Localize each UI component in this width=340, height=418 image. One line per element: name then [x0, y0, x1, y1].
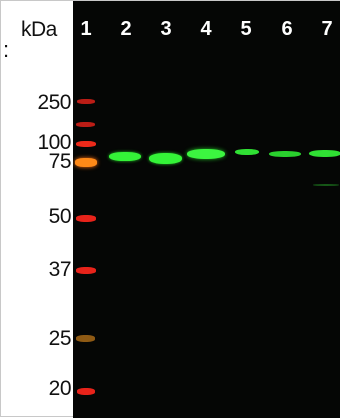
band-lane-5 [235, 149, 259, 155]
ladder-band-50 [76, 215, 96, 222]
mw-label-100: 100 [37, 131, 71, 154]
mw-label-50: 50 [48, 205, 72, 228]
ladder-band-75 [75, 158, 97, 167]
ladder-band-250 [77, 99, 95, 104]
ladder-band-150 [76, 122, 95, 127]
lane-number-7: 7 [321, 18, 333, 40]
mw-label-20: 20 [48, 377, 72, 400]
lane-number-2: 2 [120, 18, 132, 40]
kda-unit-label: kDa [21, 18, 57, 41]
mw-label-75: 75 [48, 150, 72, 173]
mw-label-25: 25 [48, 327, 72, 350]
side-mark: : [3, 37, 10, 62]
ladder-band-25 [76, 335, 95, 342]
ladder-band-100 [76, 141, 96, 147]
ladder-band-20 [77, 388, 95, 395]
band-lane-4 [187, 149, 225, 159]
mw-label-250: 250 [37, 91, 71, 114]
mw-label-37: 37 [48, 258, 72, 281]
lane-number-4: 4 [200, 18, 212, 40]
lane-number-5: 5 [240, 18, 252, 40]
band-lane-7 [309, 150, 340, 157]
band-lane-3 [149, 153, 182, 164]
lane-number-6: 6 [281, 18, 293, 40]
band-lane-6 [269, 151, 301, 157]
gel-image: 1 2 3 4 5 6 7 [73, 1, 340, 418]
faint-band-lane-7 [313, 184, 339, 186]
lane-number-1: 1 [80, 18, 92, 40]
lane-number-3: 3 [160, 18, 172, 40]
band-lane-2 [109, 152, 141, 161]
ladder-band-37 [76, 267, 96, 274]
